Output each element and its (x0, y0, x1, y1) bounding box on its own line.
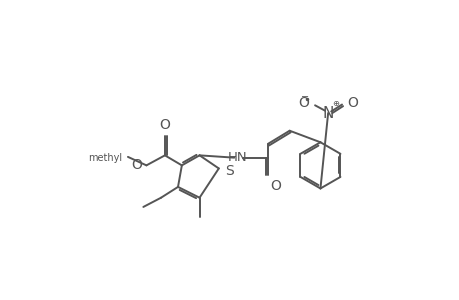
Text: ⊕: ⊕ (331, 99, 338, 108)
Text: methyl: methyl (88, 153, 122, 164)
Text: −: − (300, 92, 308, 102)
Text: N: N (322, 106, 333, 121)
Text: HN: HN (227, 151, 246, 164)
Text: O: O (131, 158, 142, 172)
Text: O: O (270, 179, 280, 193)
Text: O: O (297, 96, 308, 110)
Text: O: O (347, 96, 358, 110)
Text: S: S (224, 164, 233, 178)
Text: O: O (159, 118, 170, 132)
